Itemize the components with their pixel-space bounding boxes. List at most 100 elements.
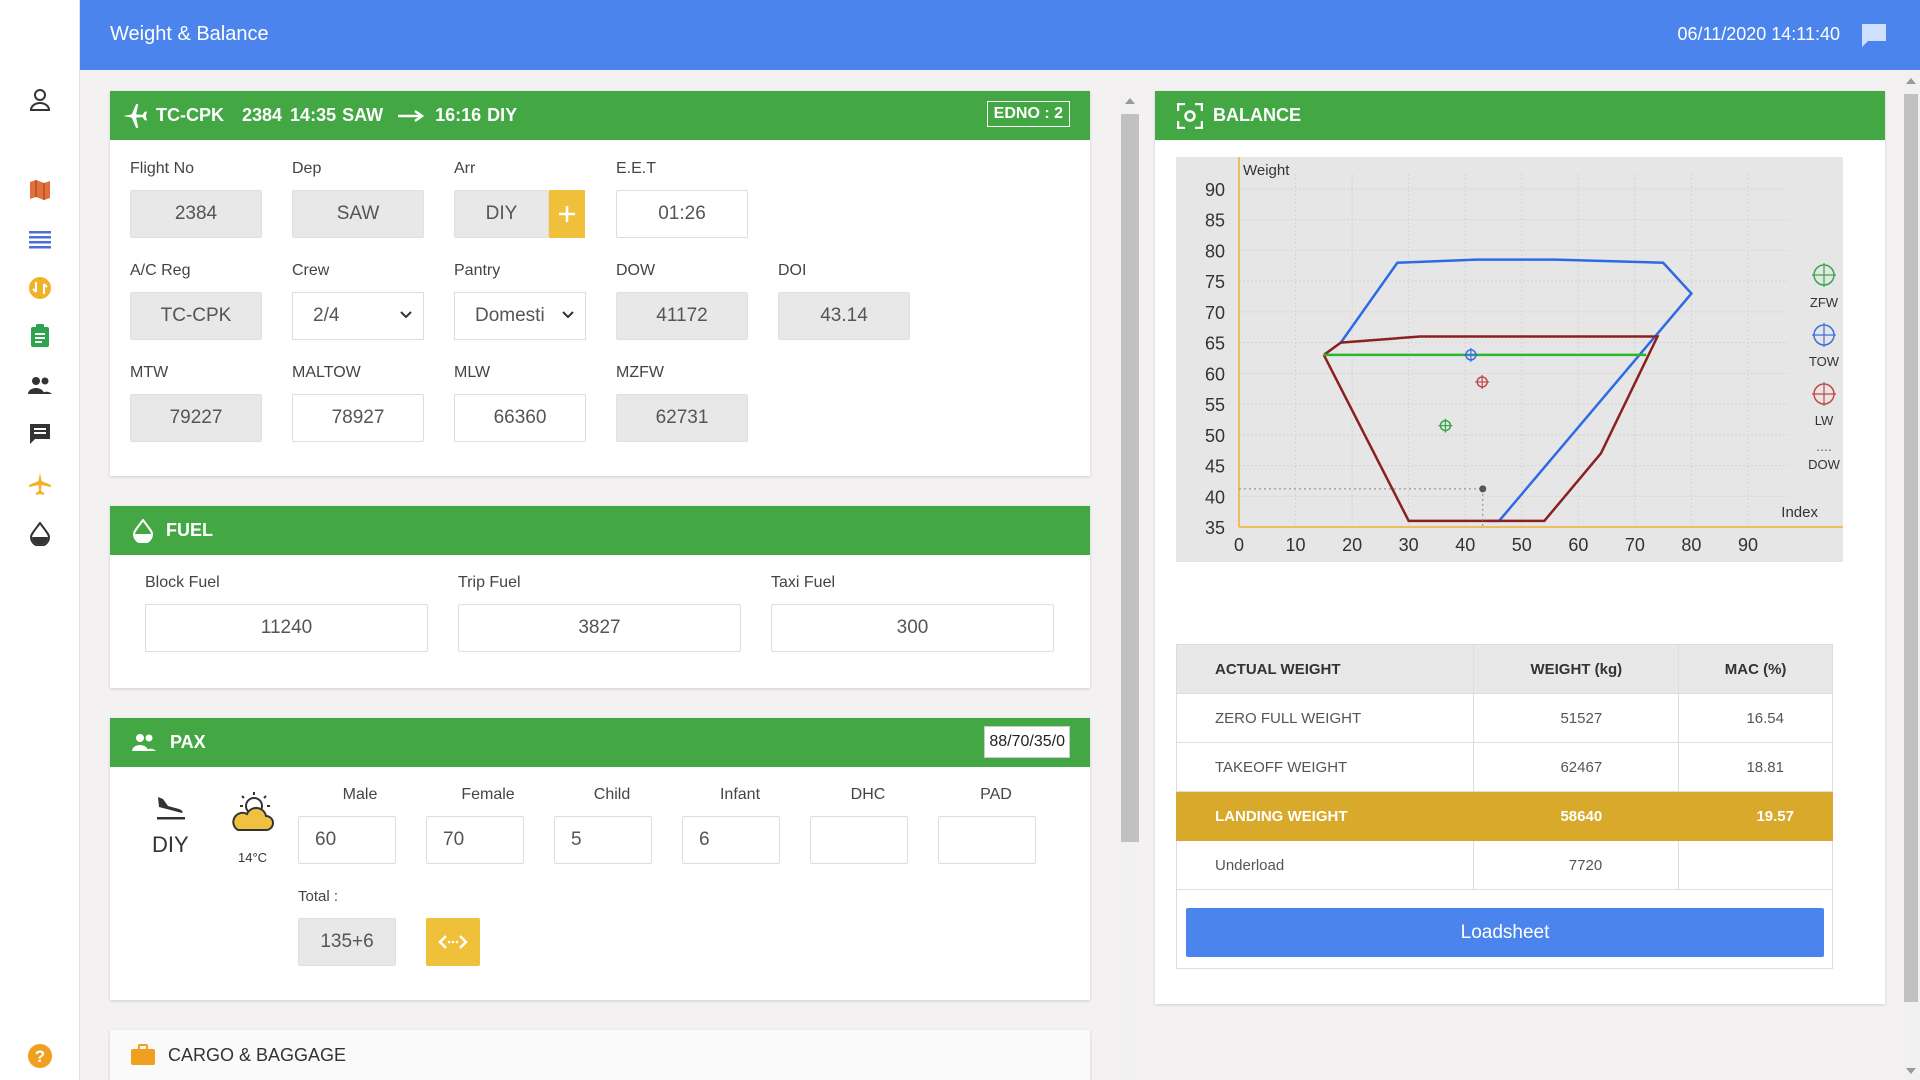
table-row-highlighted: LANDING WEIGHT 58640 19.57 — [1175, 791, 1833, 841]
legend-lw-label: LW — [1815, 413, 1834, 428]
taxi-fuel-input[interactable]: 300 — [771, 604, 1054, 652]
eet-input[interactable]: 01:26 — [616, 190, 748, 238]
infant-input[interactable]: 6 — [682, 816, 780, 864]
weights-table: ACTUAL WEIGHT WEIGHT (kg) MAC (%) ZERO F… — [1175, 644, 1833, 890]
clipboard-icon[interactable] — [24, 320, 56, 352]
x-tick-label: 70 — [1625, 535, 1645, 555]
dhc-input[interactable] — [810, 816, 908, 864]
help-icon[interactable]: ? — [24, 1040, 56, 1072]
message-icon[interactable] — [24, 418, 56, 450]
x-tick-label: 80 — [1681, 535, 1701, 555]
page-scrollbar[interactable] — [1902, 72, 1920, 1080]
focus-icon — [1177, 102, 1203, 129]
cargo-header: CARGO & BAGGAGE — [130, 1044, 346, 1066]
loadsheet-button[interactable]: Loadsheet — [1186, 908, 1824, 957]
total-field: 135+6 — [298, 918, 396, 966]
legend-zfw-label: ZFW — [1810, 295, 1839, 310]
flight-no-label: Flight No — [130, 160, 195, 177]
trip-fuel-input[interactable]: 3827 — [458, 604, 741, 652]
scrollbar-thumb[interactable] — [1904, 94, 1918, 1002]
partly-cloudy-icon — [232, 792, 274, 831]
arr-label: Arr — [454, 160, 476, 177]
header-reg: TC-CPK — [156, 105, 224, 125]
eet-label: E.E.T — [616, 160, 657, 177]
y-tick-label: 85 — [1205, 211, 1225, 231]
pax-summary-badge: 88/70/35/0 — [984, 726, 1070, 758]
datetime: 06/11/2020 14:11:40 — [1677, 24, 1840, 44]
fuel-title: FUEL — [166, 520, 213, 540]
arr-field: DIY — [454, 190, 549, 238]
row-weight: 58640 — [1473, 791, 1680, 841]
y-tick-label: 90 — [1205, 180, 1225, 200]
child-input[interactable]: 5 — [554, 816, 652, 864]
people-icon[interactable] — [24, 370, 56, 402]
row-mac: 19.57 — [1678, 791, 1833, 841]
list-icon[interactable] — [24, 224, 56, 256]
balance-title: BALANCE — [1213, 105, 1301, 125]
mtw-field: 79227 — [130, 394, 262, 442]
scrollbar-thumb[interactable] — [1121, 114, 1139, 842]
x-tick-label: 0 — [1234, 535, 1244, 555]
x-axis-label: Index — [1781, 504, 1818, 521]
row-weight: 51527 — [1473, 693, 1680, 743]
header-flight-no: 2384 — [242, 105, 283, 125]
balance-card-header: BALANCE — [1155, 91, 1885, 140]
pad-input[interactable] — [938, 816, 1036, 864]
chat-icon[interactable] — [1860, 22, 1888, 48]
map-icon[interactable] — [24, 174, 56, 206]
x-tick-label: 40 — [1455, 535, 1475, 555]
scroll-up-arrow[interactable] — [1125, 98, 1135, 104]
mlw-input[interactable]: 66360 — [454, 394, 586, 442]
pantry-select[interactable]: Domesti — [454, 292, 586, 340]
flight-card-header: TC-CPK 2384 14:35 SAW 16:16 DIY EDNO : 2 — [110, 91, 1090, 140]
x-tick-label: 60 — [1568, 535, 1588, 555]
male-input[interactable]: 60 — [298, 816, 396, 864]
trip-fuel-label: Trip Fuel — [458, 574, 521, 591]
y-tick-label: 70 — [1205, 303, 1225, 323]
app-title: Weight & Balance — [110, 23, 269, 45]
distribute-button[interactable] — [426, 918, 480, 966]
left-panel-scrollbar[interactable] — [1121, 94, 1139, 1080]
fuel-card-header: FUEL — [110, 506, 1090, 555]
y-tick-label: 35 — [1205, 518, 1225, 538]
block-fuel-input[interactable]: 11240 — [145, 604, 428, 652]
row-name: ZERO FULL WEIGHT — [1175, 693, 1475, 743]
point-dow — [1479, 485, 1487, 493]
crew-value: 2/4 — [313, 305, 340, 326]
row-mac — [1678, 840, 1833, 890]
pax-temperature: 14°C — [238, 850, 268, 865]
x-tick-label: 30 — [1399, 535, 1419, 555]
chevron-down-icon — [562, 311, 574, 319]
user-icon[interactable] — [24, 84, 56, 116]
mtw-label: MTW — [130, 364, 169, 381]
exchange-icon[interactable] — [24, 272, 56, 304]
header-arr-time: 16:16 — [435, 105, 482, 125]
mzfw-field: 62731 — [616, 394, 748, 442]
header-weight-kg: WEIGHT (kg) — [1473, 644, 1680, 694]
y-tick-label: 60 — [1205, 364, 1225, 384]
row-mac: 16.54 — [1678, 693, 1833, 743]
y-tick-label: 50 — [1205, 426, 1225, 446]
drop-icon[interactable] — [24, 518, 56, 550]
crew-select[interactable]: 2/4 — [292, 292, 424, 340]
add-arr-button[interactable] — [549, 190, 585, 238]
row-name: Underload — [1175, 840, 1475, 890]
x-tick-label: 20 — [1342, 535, 1362, 555]
airplane-icon — [123, 103, 147, 128]
row-name: TAKEOFF WEIGHT — [1175, 742, 1475, 792]
header-actual-weight: ACTUAL WEIGHT — [1175, 644, 1475, 694]
mzfw-label: MZFW — [616, 364, 664, 381]
scroll-up-arrow[interactable] — [1906, 78, 1916, 84]
pantry-value: Domesti — [475, 305, 545, 326]
plus-icon — [559, 206, 575, 222]
maltow-input[interactable]: 78927 — [292, 394, 424, 442]
briefcase-icon — [131, 1044, 155, 1065]
dow-field: 41172 — [616, 292, 748, 340]
airplane-icon[interactable] — [24, 468, 56, 500]
y-tick-label: 55 — [1205, 395, 1225, 415]
edno-badge: EDNO : 2 — [986, 101, 1070, 127]
maltow-label: MALTOW — [292, 364, 361, 381]
pax-station: DIY — [152, 832, 189, 857]
scroll-down-arrow[interactable] — [1906, 1068, 1916, 1074]
female-input[interactable]: 70 — [426, 816, 524, 864]
